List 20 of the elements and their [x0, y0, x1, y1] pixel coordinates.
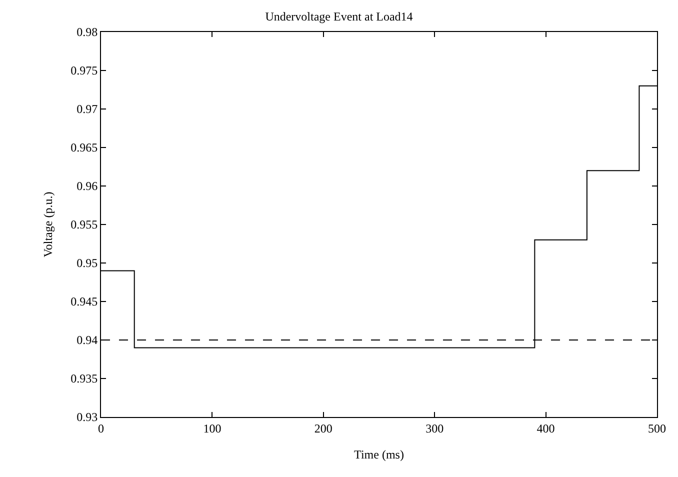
chart-title: Undervoltage Event at Load14	[265, 9, 413, 24]
y-tick-label: 0.945	[70, 294, 98, 309]
y-tick-label: 0.965	[70, 140, 98, 155]
y-tick-label: 0.935	[70, 372, 98, 386]
x-tick-label: 500	[648, 421, 666, 436]
y-tick-label: 0.97	[76, 102, 98, 116]
y-tick-label: 0.975	[70, 64, 98, 78]
y-axis-title: Voltage (p.u.)	[40, 192, 55, 258]
y-tick-label: 0.94	[76, 333, 98, 348]
x-tick-label: 400	[536, 421, 555, 436]
y-tick-label: 0.955	[70, 218, 98, 232]
x-tick-label: 200	[314, 421, 332, 436]
y-tick-label: 0.98	[76, 25, 98, 40]
y-tick-label: 0.93	[76, 410, 98, 424]
x-tick-label: 0	[98, 421, 104, 436]
y-tick-label: 0.96	[76, 179, 98, 194]
x-axis-title: Time (ms)	[354, 447, 404, 462]
x-tick-label: 300	[426, 421, 444, 436]
y-tick-label: 0.95	[76, 256, 98, 270]
x-tick-label: 100	[203, 421, 222, 436]
